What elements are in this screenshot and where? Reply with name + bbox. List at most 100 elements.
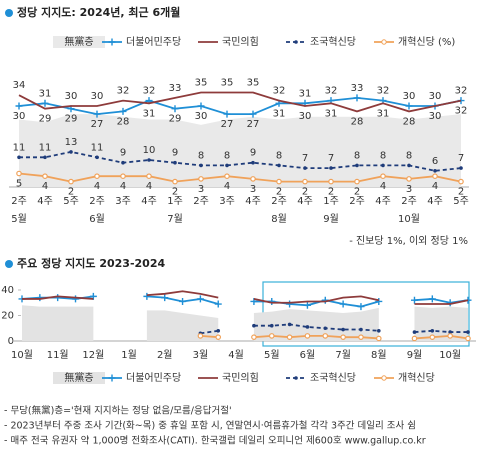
legend-label: 개혁신당 — [398, 372, 435, 384]
x-tick-label: 11월 — [47, 349, 69, 361]
point-marker — [329, 166, 333, 170]
point-marker — [197, 333, 204, 339]
legend-label: 조국혁신당 — [310, 36, 356, 48]
data-label: 32 — [455, 86, 468, 97]
legend-label: 더불어민주당 — [126, 36, 181, 48]
point-marker — [412, 330, 417, 334]
point-marker — [466, 330, 470, 334]
data-label: 31 — [143, 108, 156, 119]
legend-swatch — [53, 36, 105, 48]
title-bullet — [5, 9, 13, 17]
point-marker — [286, 334, 293, 340]
point-marker — [43, 155, 47, 160]
data-label: 8 — [276, 150, 282, 161]
line — [18, 96, 462, 116]
data-label: 9 — [250, 148, 256, 159]
data-label: 32 — [117, 86, 130, 97]
point-marker — [304, 333, 311, 339]
data-label: 9 — [120, 148, 126, 159]
data-label: 31 — [39, 88, 52, 99]
point-marker — [95, 155, 99, 160]
data-label: 2 — [68, 187, 74, 198]
data-label: 27 — [221, 119, 234, 130]
data-label: 30 — [65, 91, 78, 102]
y-tick-label: 20 — [1, 311, 14, 322]
legend-label: 국민의힘 — [222, 372, 259, 384]
point-marker — [179, 297, 187, 305]
point-marker — [339, 300, 347, 308]
data-label: 3 — [406, 184, 412, 195]
line — [18, 172, 462, 183]
data-label: 13 — [65, 137, 78, 148]
point-marker — [268, 333, 275, 339]
point-marker — [93, 110, 101, 118]
title-bullet — [5, 260, 13, 268]
data-label: 33 — [351, 83, 364, 94]
data-label: 30 — [403, 91, 416, 102]
legend-label: 無黨층 — [64, 35, 93, 48]
chart-title: 정당 지지도: 2024년, 최근 6개월 — [17, 5, 180, 19]
month-label: 9월 — [323, 213, 339, 225]
legend-marker — [381, 375, 387, 381]
line — [18, 91, 462, 113]
data-label: 8 — [354, 150, 360, 161]
data-label: 11 — [91, 142, 104, 153]
data-label: 31 — [325, 108, 338, 119]
data-label: 7 — [328, 153, 334, 164]
point-marker — [433, 169, 437, 173]
point-marker — [302, 178, 308, 185]
data-label: 29 — [169, 114, 182, 125]
point-marker — [72, 295, 80, 303]
point-marker — [171, 105, 179, 113]
data-label: 30 — [91, 91, 104, 102]
legend-label: 더불어민주당 — [126, 372, 181, 384]
data-label: 4 — [42, 181, 48, 192]
data-label: 28 — [351, 116, 364, 127]
x-tick-label: 7월 — [335, 349, 351, 361]
legend-label: 개혁신당 (%) — [398, 36, 455, 48]
month-label: 5월 — [11, 213, 27, 225]
point-marker — [358, 334, 364, 340]
point-marker — [432, 173, 438, 180]
point-marker — [305, 325, 310, 329]
data-label: 28 — [117, 116, 130, 127]
point-marker — [448, 330, 452, 334]
data-label: 10 — [143, 145, 156, 156]
data-label: 2 — [302, 187, 308, 198]
x-tick-label: 4주 — [37, 196, 53, 207]
x-tick-label: 4주 — [375, 196, 391, 207]
point-marker — [214, 300, 222, 308]
x-tick-label: 2월 — [157, 349, 173, 361]
chart-title: 주요 정당 지지도 2023-2024 — [17, 256, 165, 270]
point-marker — [223, 110, 231, 118]
data-label: 7 — [302, 153, 308, 164]
data-label: 4 — [94, 181, 100, 192]
footnote: - 무당(無黨)층='현재 지지하는 정당 없음/모름/응답거절' — [4, 405, 232, 417]
point-marker — [16, 170, 22, 177]
data-label: 4 — [224, 181, 230, 192]
x-tick-label: 10월 — [11, 349, 33, 361]
footnote: - 매주 전국 유권자 약 1,000명 전화조사(CATI). 한국갤럽 데일… — [4, 435, 426, 447]
data-label: 30 — [429, 111, 442, 122]
point-marker — [357, 303, 365, 311]
x-tick-label: 2주 — [401, 196, 417, 207]
data-label: 11 — [39, 142, 52, 153]
x-tick-label: 3주 — [219, 196, 235, 207]
data-label: 8 — [224, 150, 230, 161]
y-tick-label: 0 — [8, 336, 14, 347]
x-tick-label: 6월 — [300, 349, 316, 361]
data-label: 34 — [13, 80, 26, 91]
data-label: 5 — [16, 179, 22, 190]
legend-label: 無黨층 — [64, 371, 93, 384]
data-label: 8 — [380, 150, 386, 161]
point-marker — [322, 333, 329, 339]
point-marker — [287, 322, 292, 327]
point-marker — [353, 94, 361, 102]
data-label: 28 — [403, 116, 416, 127]
data-label: 2 — [354, 187, 360, 198]
line — [22, 290, 469, 305]
data-label: 32 — [377, 86, 390, 97]
point-marker — [197, 102, 205, 110]
y-tick-label: 40 — [1, 285, 14, 296]
